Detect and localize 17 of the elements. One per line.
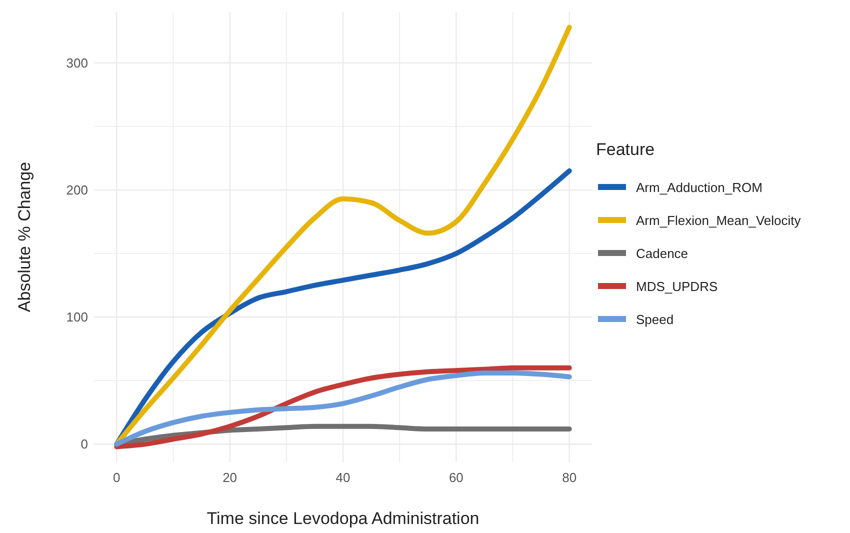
y-tick-label: 200 — [66, 182, 88, 198]
x-tick-label: 40 — [336, 470, 350, 485]
legend-label: Cadence — [636, 246, 688, 261]
x-tick-label: 60 — [448, 470, 464, 485]
y-axis-title: Absolute % Change — [15, 162, 34, 312]
legend-label: Arm_Adduction_ROM — [636, 180, 762, 195]
x-tick-label: 20 — [222, 470, 238, 485]
legend-title: Feature — [596, 140, 655, 159]
legend-label: Arm_Flexion_Mean_Velocity — [636, 213, 802, 228]
y-tick-label: 100 — [66, 310, 88, 325]
y-tick-label: 0 — [80, 436, 88, 452]
legend-label: MDS_UPDRS — [636, 279, 718, 294]
legend-label: Speed — [636, 312, 674, 327]
x-axis-title: Time since Levodopa Administration — [206, 509, 480, 528]
x-tick-label: 80 — [562, 470, 577, 485]
x-tick-label: 0 — [113, 470, 120, 485]
y-tick-label: 300 — [66, 55, 88, 70]
